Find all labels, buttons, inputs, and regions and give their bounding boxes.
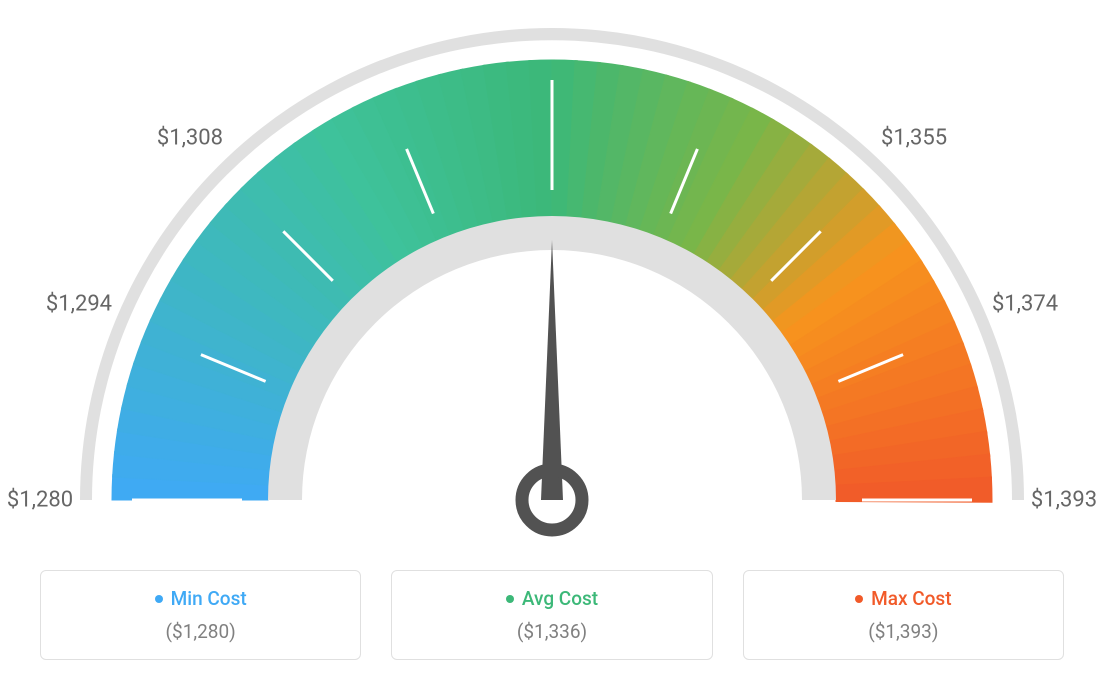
max-cost-label: Max Cost (855, 587, 951, 610)
min-dot-icon (155, 595, 163, 603)
min-cost-card: Min Cost ($1,280) (40, 570, 361, 660)
avg-cost-card: Avg Cost ($1,336) (391, 570, 712, 660)
max-cost-label-text: Max Cost (871, 587, 951, 610)
avg-cost-label-text: Avg Cost (522, 587, 598, 610)
min-cost-label-text: Min Cost (171, 587, 247, 610)
gauge-tick-label: $1,355 (881, 125, 947, 150)
min-cost-value: ($1,280) (61, 620, 340, 643)
gauge-tick-label: $1,336 (519, 0, 585, 1)
gauge-tick-label: $1,374 (992, 292, 1058, 317)
gauge-svg (0, 0, 1104, 560)
avg-dot-icon (506, 595, 514, 603)
max-dot-icon (855, 595, 863, 603)
gauge-tick-label: $1,280 (7, 488, 73, 513)
gauge-tick-label: $1,308 (157, 125, 223, 150)
max-cost-value: ($1,393) (764, 620, 1043, 643)
max-cost-card: Max Cost ($1,393) (743, 570, 1064, 660)
gauge-chart: $1,280 $1,294 $1,308 $1,336 $1,355 $1,374 $1,3… (0, 0, 1104, 560)
gauge-tick-label: $1,294 (46, 292, 112, 317)
avg-cost-label: Avg Cost (506, 587, 598, 610)
min-cost-label: Min Cost (155, 587, 247, 610)
cost-cards: Min Cost ($1,280) Avg Cost ($1,336) Max … (0, 570, 1104, 660)
gauge-tick-label: $1,393 (1031, 488, 1097, 513)
avg-cost-value: ($1,336) (412, 620, 691, 643)
